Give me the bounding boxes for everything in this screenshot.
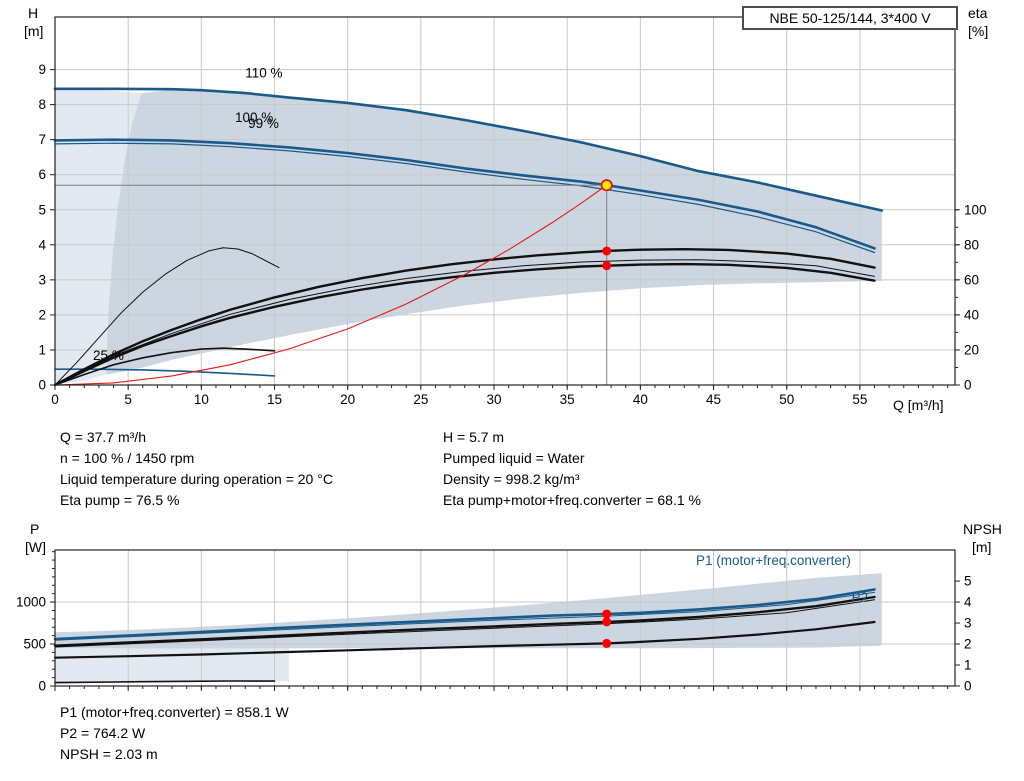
y2-tick-label: 60 <box>964 272 979 287</box>
duty-point[interactable] <box>600 179 613 192</box>
eta-pump-curve <box>53 247 876 387</box>
y2-tick-label: 3 <box>964 616 972 631</box>
y-tick-label: 9 <box>38 62 46 77</box>
p1-99-curve <box>54 591 875 641</box>
duty-pumped-liquid: Pumped liquid = Water <box>443 450 585 466</box>
x-tick-label: 30 <box>487 392 502 407</box>
power-npsh: NPSH = 2.03 m <box>60 746 158 762</box>
x-tick-label: 10 <box>194 392 209 407</box>
plot-border <box>54 16 956 386</box>
y-tick-label: 2 <box>38 307 46 322</box>
y2-tick-label: 0 <box>964 679 972 694</box>
label-25pct: 25 % <box>93 348 124 363</box>
x-tick-label: 25 <box>413 392 428 407</box>
p-axis-label: P <box>30 521 40 537</box>
x-tick-label: 55 <box>852 392 867 407</box>
y-tick-label: 1000 <box>16 595 46 610</box>
label-110pct: 110 % <box>245 65 282 80</box>
label-p1: P1 (motor+freq.converter) <box>696 553 851 568</box>
y-tick-label: 5 <box>38 202 46 217</box>
y-tick-label: 7 <box>38 132 46 147</box>
p2-curve <box>53 595 876 647</box>
envelope-light <box>55 88 142 386</box>
power-info: P1 (motor+freq.converter) = 858.1 W P2 =… <box>60 702 289 765</box>
eta-axis-unit: [%] <box>968 23 989 39</box>
y-tick-label: 3 <box>38 272 46 287</box>
eta-axis-label: eta <box>968 5 988 21</box>
y-tick-label: 6 <box>38 167 46 182</box>
npsh-axis-label: NPSH <box>963 521 1002 537</box>
p2-99-curve <box>54 599 875 648</box>
curve-99pct <box>54 142 876 254</box>
y-tick-label: 4 <box>38 237 46 252</box>
curve-110pct <box>53 87 884 212</box>
duty-speed: n = 100 % / 1450 rpm <box>60 450 195 466</box>
y-tick-label: 0 <box>38 378 46 393</box>
npsh-axis-unit: [m] <box>972 539 992 555</box>
duty-liquid-temp: Liquid temperature during operation = 20… <box>60 471 333 487</box>
label-100pct: 100 % <box>235 110 273 125</box>
hq-chart: 110 %100 %99 %25 %0 5 10 15 20 25 30 35 40 45 50 55… <box>38 16 987 407</box>
eta-pump-point <box>602 246 612 256</box>
eta-total-curve <box>53 262 876 387</box>
eta-lowspeed-curve <box>54 247 280 386</box>
npsh-curve <box>53 620 876 659</box>
y-tick-label: 0 <box>38 679 46 694</box>
p-axis-unit2: [W] <box>25 539 46 555</box>
x-tick-label: 35 <box>560 392 575 407</box>
x-tick-label: 45 <box>706 392 721 407</box>
p1-point <box>602 609 612 619</box>
duty-eta-pump: Eta pump = 76.5 % <box>60 492 180 508</box>
duty-info-left: Q = 37.7 m³/h n = 100 % / 1450 rpm Liqui… <box>60 427 333 511</box>
y2-tick-label: 2 <box>964 637 972 652</box>
plot-border <box>54 549 956 687</box>
eta-mid-curve <box>54 259 875 386</box>
p-25pct-curve <box>54 680 276 684</box>
p2-point <box>602 617 612 627</box>
h-axis-unit: [m] <box>24 23 44 39</box>
y2-tick-label: 1 <box>964 658 972 673</box>
npsh-point <box>602 638 612 648</box>
y-tick-label: 500 <box>23 637 46 652</box>
duty-info-right: H = 5.7 m Pumped liquid = Water Density … <box>443 427 701 511</box>
duty-eta-total: Eta pump+motor+freq.converter = 68.1 % <box>443 492 701 508</box>
x-tick-label: 50 <box>779 392 794 407</box>
y2-tick-label: 80 <box>964 237 979 252</box>
power-p1: P1 (motor+freq.converter) = 858.1 W <box>60 704 289 720</box>
y-tick-label: 8 <box>38 97 46 112</box>
power-p2: P2 = 764.2 W <box>60 725 146 741</box>
h-axis-label: H <box>28 5 39 21</box>
y2-tick-label: 5 <box>964 574 972 589</box>
duty-h: H = 5.7 m <box>443 429 505 445</box>
y2-tick-label: 100 <box>964 202 987 217</box>
x-tick-label: 40 <box>633 392 648 407</box>
curve-25pct <box>54 368 276 377</box>
y2-tick-label: 40 <box>964 307 979 322</box>
x-tick-label: 15 <box>267 392 282 407</box>
p1-curve <box>53 588 876 641</box>
y2-tick-label: 20 <box>964 342 979 357</box>
x-tick-label: 0 <box>51 392 59 407</box>
x-tick-label: 5 <box>124 392 132 407</box>
pq-chart: P1 (motor+freq.converter) P2 0 500 1000 0 1 2 3 4… <box>16 549 972 694</box>
system-curve <box>54 184 608 386</box>
duty-q: Q = 37.7 m³/h <box>60 429 146 445</box>
y2-tick-label: 4 <box>964 595 972 610</box>
label-99pct: 99 % <box>248 116 279 131</box>
duty-density: Density = 998.2 kg/m³ <box>443 471 580 487</box>
y2-tick-label: 0 <box>964 378 972 393</box>
q-axis-label: Q [m³/h] <box>893 397 944 413</box>
eta-total-point <box>602 261 612 271</box>
label-p2: P2 <box>852 590 869 605</box>
x-tick-label: 20 <box>340 392 355 407</box>
eta-small-curve <box>54 347 276 386</box>
power-band <box>55 573 882 649</box>
y-tick-label: 1 <box>38 342 46 357</box>
pump-model-box: NBE 50-125/144, 3*400 V <box>742 6 958 30</box>
curve-100pct <box>53 138 876 250</box>
